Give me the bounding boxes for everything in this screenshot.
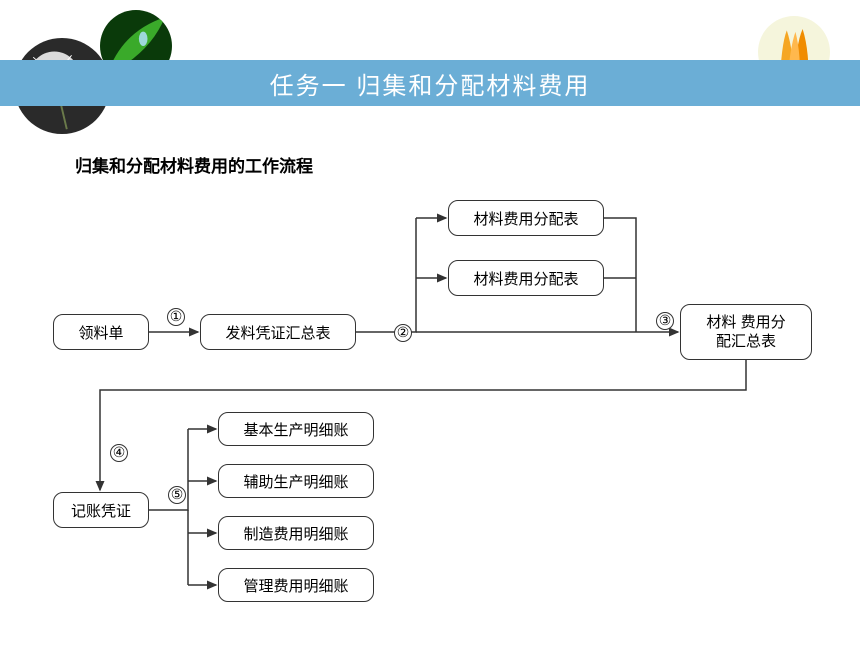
node-requisition: 领料单	[53, 314, 149, 350]
node-ledger-aux-prod: 辅助生产明细账	[218, 464, 374, 498]
step-2: ②	[394, 324, 412, 342]
step-4: ④	[110, 444, 128, 462]
title-text: 任务一 归集和分配材料费用	[270, 66, 591, 101]
node-issue-summary: 发料凭证汇总表	[200, 314, 356, 350]
node-ledger-mfg-cost: 制造费用明细账	[218, 516, 374, 550]
node-alloc-sheet-2: 材料费用分配表	[448, 260, 604, 296]
node-alloc-summary: 材料 费用分配汇总表	[680, 304, 812, 360]
node-voucher: 记账凭证	[53, 492, 149, 528]
step-3: ③	[656, 312, 674, 330]
title-banner: 任务一 归集和分配材料费用	[0, 60, 860, 106]
node-ledger-admin-cost: 管理费用明细账	[218, 568, 374, 602]
subtitle: 归集和分配材料费用的工作流程	[75, 152, 313, 177]
step-5: ⑤	[168, 486, 186, 504]
flow-connectors	[20, 180, 840, 620]
step-1: ①	[167, 308, 185, 326]
flowchart: 领料单 发料凭证汇总表 材料费用分配表 材料费用分配表 材料 费用分配汇总表 记…	[20, 180, 840, 620]
node-ledger-basic-prod: 基本生产明细账	[218, 412, 374, 446]
node-alloc-sheet-1: 材料费用分配表	[448, 200, 604, 236]
